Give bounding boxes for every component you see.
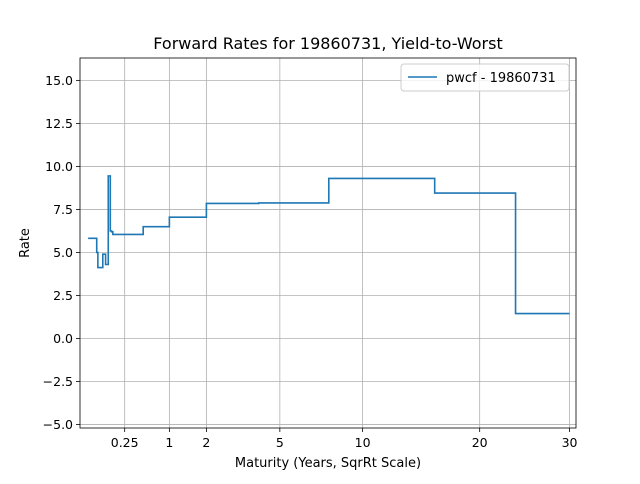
y-tick-label: −2.5 [43,374,73,389]
series-line-0 [88,175,570,315]
y-tick-label: 15.0 [45,73,73,88]
x-tick-label: 30 [562,435,578,450]
chart-title: Forward Rates for 19860731, Yield-to-Wor… [153,34,502,53]
legend: pwcf - 19860731 [400,63,570,92]
x-tick-label: 10 [355,435,371,450]
y-tick-label: −5.0 [43,417,73,432]
y-tick-label: 5.0 [53,245,73,260]
x-tick-label: 0.25 [111,435,139,450]
legend-box [400,63,570,92]
y-tick-label: 12.5 [45,116,73,131]
y-tick-label: 0.0 [53,331,73,346]
axis-ticks: 0.25 1 2 5 10 20 30 −5.0 −2.5 0.0 2.5 5.0 7.5 10.0 12.… [43,73,578,450]
x-tick-label: 5 [276,435,284,450]
y-tick-label: 7.5 [53,202,73,217]
y-axis-label: Rate [18,228,33,258]
x-axis-label: Maturity (Years, SqrRt Scale) [235,456,421,471]
y-tick-label: 10.0 [45,159,73,174]
plot-frame [79,57,577,429]
plot-area [80,58,576,428]
x-tick-label: 20 [472,435,488,450]
x-tick-label: 2 [202,435,210,450]
series-layer [88,175,570,315]
y-tick-label: 2.5 [53,288,73,303]
grid-lines [80,58,576,428]
x-tick-label: 1 [165,435,173,450]
legend-label: pwcf - 19860731 [446,71,556,86]
